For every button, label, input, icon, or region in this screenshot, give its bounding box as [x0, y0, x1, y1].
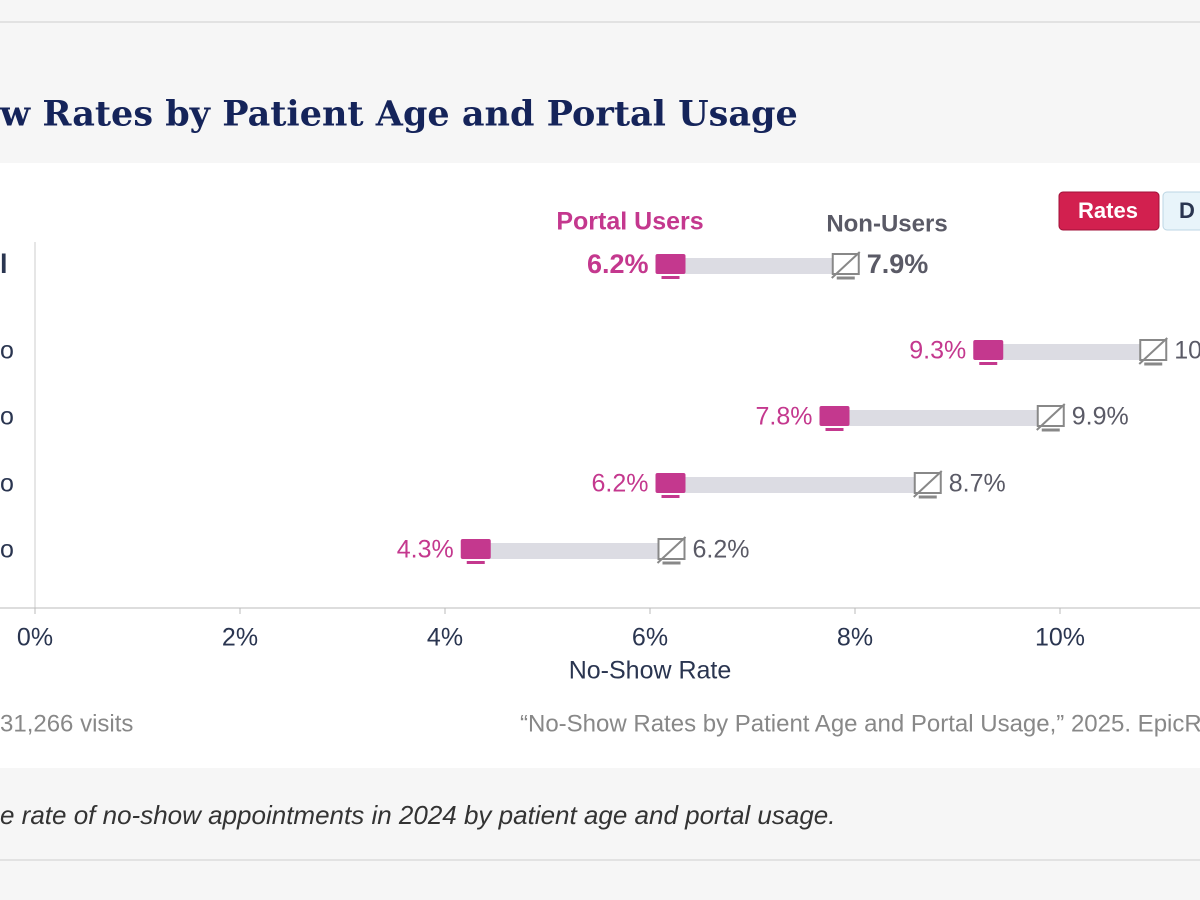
chart-note: 31,266 visits [0, 710, 133, 737]
nonuser-value-label: 8.7% [949, 470, 1006, 498]
monitor-screen [819, 406, 850, 426]
chart-source: “No-Show Rates by Patient Age and Portal… [520, 710, 1200, 737]
x-tick-label: 6% [632, 624, 668, 652]
rates-button[interactable] [1058, 191, 1160, 231]
nonuser-marker [656, 536, 687, 565]
monitor-stand [825, 428, 844, 431]
d-button[interactable] [1162, 191, 1200, 231]
nonuser-marker [831, 251, 861, 280]
x-tick-label: 8% [837, 624, 873, 652]
portal-value-label: 6.2% [592, 470, 649, 498]
legend-nonusers: Non-Users [826, 210, 947, 237]
monitor-screen [655, 473, 686, 493]
connector [988, 344, 1153, 360]
nonuser-value-label: 7.9% [867, 249, 929, 279]
monitor-stand [661, 276, 680, 279]
nonuser-marker [913, 470, 943, 499]
portal-value-label: 9.3% [909, 337, 966, 365]
nonuser-marker [1036, 403, 1066, 432]
portal-marker [460, 539, 491, 564]
monitor-slash [831, 251, 861, 279]
monitor-slash [1036, 403, 1066, 431]
monitor-slash [913, 470, 943, 498]
portal-value-label: 6.2% [587, 249, 649, 279]
row-label: o [0, 470, 14, 498]
monitor-screen [655, 254, 686, 274]
nonuser-value-label: 9.9% [1072, 403, 1129, 431]
x-axis-title: No-Show Rate [569, 657, 732, 685]
portal-value-label: 7.8% [756, 403, 813, 431]
nonuser-value-label: 6.2% [693, 536, 750, 564]
connector [834, 410, 1050, 426]
connector [670, 258, 845, 274]
monitor-stand [466, 561, 485, 564]
row-label: o [0, 337, 14, 365]
portal-value-label: 4.3% [397, 536, 454, 564]
portal-marker [655, 473, 686, 498]
row-label: o [0, 403, 14, 431]
caption: e rate of no-show appointments in 2024 b… [0, 800, 835, 830]
chart-card [0, 163, 1200, 768]
monitor-slash [1138, 337, 1168, 365]
monitor-stand [661, 495, 680, 498]
monitor-screen [973, 340, 1004, 360]
x-tick-label: 2% [222, 624, 258, 652]
page-title: w Rates by Patient Age and Portal Usage [0, 94, 798, 135]
legend-portal: Portal Users [556, 208, 703, 236]
nonuser-value-label: 10.9% [1174, 337, 1200, 365]
monitor-stand [979, 362, 998, 365]
monitor-screen [460, 539, 491, 559]
connector [670, 477, 927, 493]
x-tick-label: 4% [427, 624, 463, 652]
rates-button-label[interactable]: Rates [1078, 198, 1138, 223]
x-tick-label: 0% [17, 624, 53, 652]
x-tick-label: 10% [1035, 624, 1085, 652]
row-label: o [0, 536, 14, 564]
portal-marker [973, 340, 1004, 365]
d-button-label[interactable]: D [1179, 198, 1195, 223]
monitor-slash [656, 536, 687, 564]
nonuser-marker [1138, 337, 1168, 366]
portal-marker [655, 254, 686, 279]
connector [475, 543, 671, 559]
row-label: l [0, 249, 8, 279]
portal-marker [819, 406, 850, 431]
